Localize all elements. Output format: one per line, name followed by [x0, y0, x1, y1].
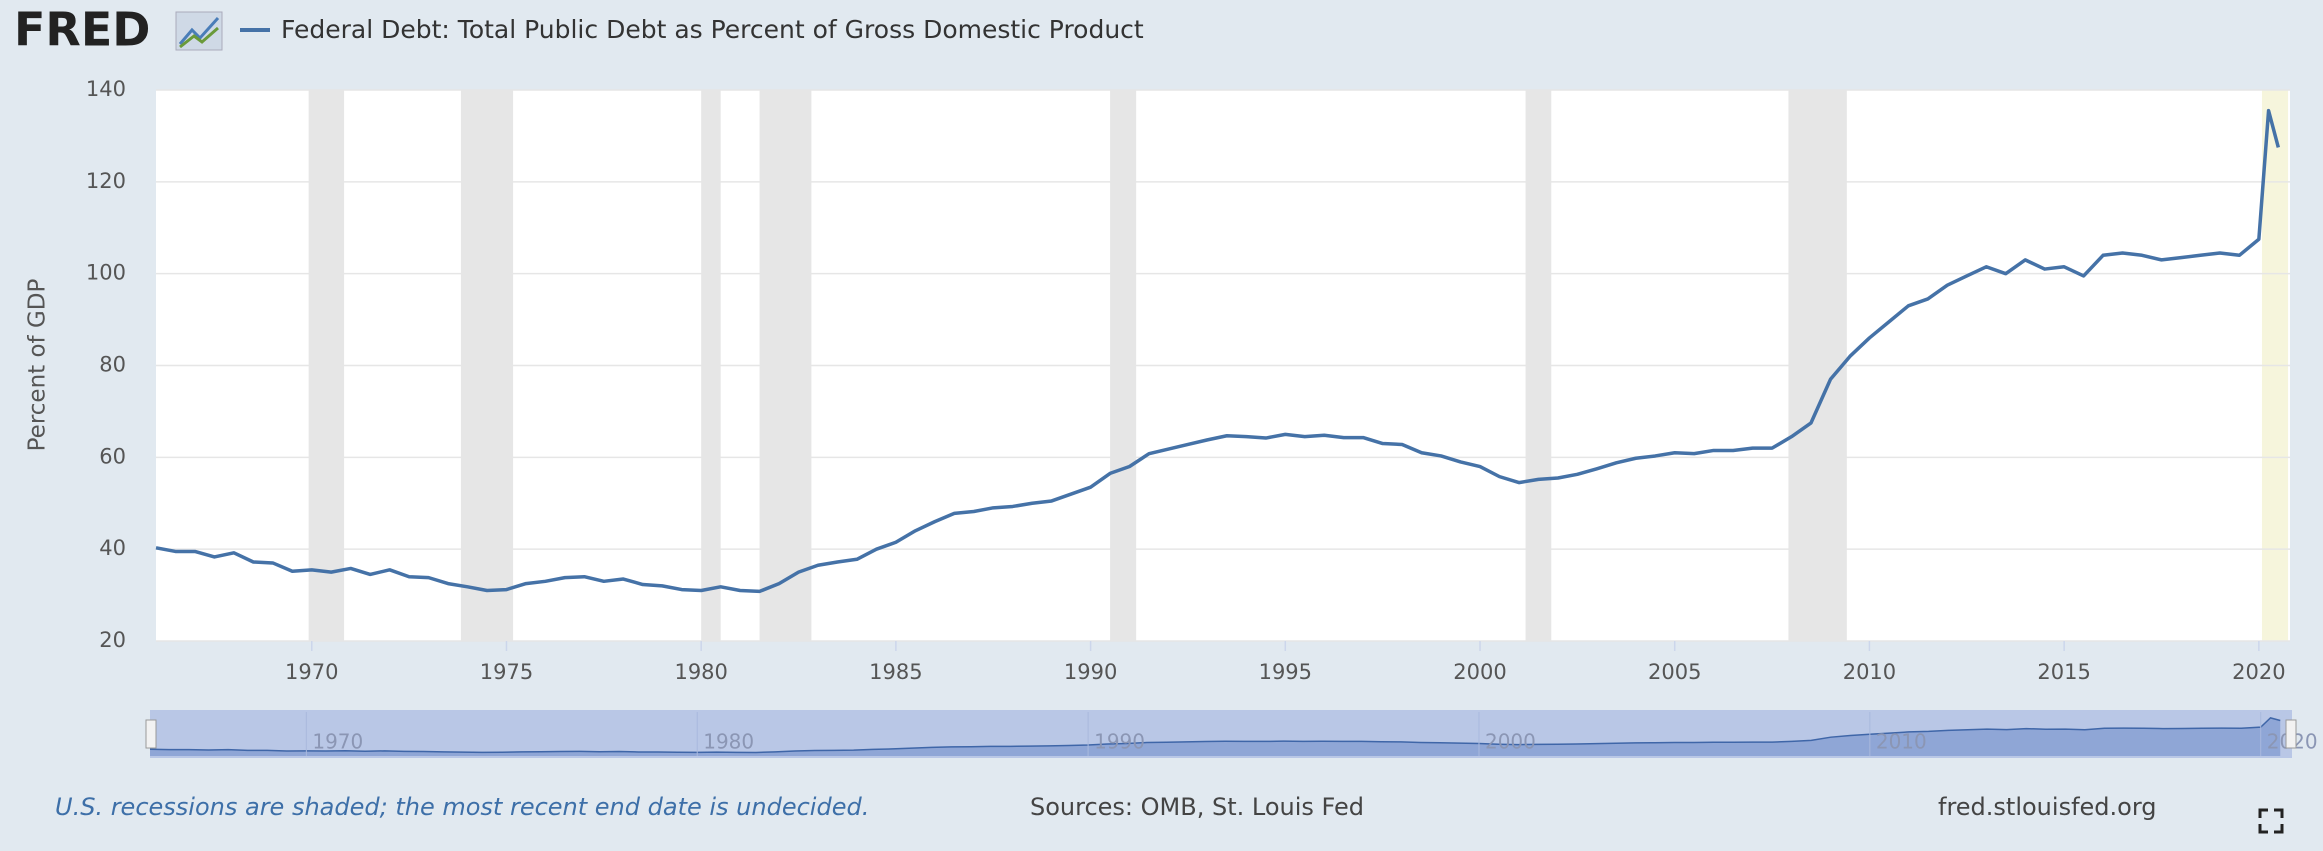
navigator-handle[interactable]	[2285, 719, 2297, 749]
logo: FRED	[14, 3, 150, 57]
x-tick-label: 1990	[1064, 660, 1117, 684]
navigator-tick-label: 1970	[312, 730, 363, 754]
y-tick-label: 80	[99, 353, 126, 377]
data-line	[155, 108, 2281, 594]
navigator-tick-label: 1990	[1094, 730, 1145, 754]
site-link[interactable]: fred.stlouisfed.org	[1938, 793, 2157, 821]
fullscreen-corner	[2274, 808, 2284, 818]
recession-note: U.S. recessions are shaded; the most rec…	[55, 793, 869, 821]
y-tick-label: 60	[99, 444, 126, 468]
navigator-area	[150, 717, 2281, 756]
x-tick-label: 2020	[2232, 660, 2285, 684]
logo-icon-line	[179, 26, 219, 49]
fullscreen-corner	[2274, 824, 2284, 834]
navigator-line	[149, 717, 2281, 754]
x-tick-label: 2015	[2037, 660, 2090, 684]
logo-icon-line	[178, 16, 220, 45]
y-tick-label: 140	[86, 77, 126, 101]
navigator-tick-label: 1980	[703, 730, 754, 754]
legend: Federal Debt: Total Public Debt as Perce…	[240, 15, 1144, 44]
fullscreen-corner	[2258, 808, 2268, 818]
x-tick-label: 1995	[1259, 660, 1312, 684]
x-tick-label: 1985	[869, 660, 922, 684]
x-tick-label: 2005	[1648, 660, 1701, 684]
y-tick-label: 120	[86, 169, 126, 193]
y-axis-label: Percent of GDP	[25, 279, 51, 452]
y-tick-label: 40	[99, 536, 126, 560]
x-tick-label: 1980	[674, 660, 727, 684]
y-tick-label: 100	[86, 261, 126, 285]
navigator-tick-label: 2000	[1485, 730, 1536, 754]
navigator-handle[interactable]	[145, 719, 157, 749]
x-tick-label: 1975	[480, 660, 533, 684]
y-tick-label: 20	[99, 628, 126, 652]
navigator-tick-label: 2010	[1876, 730, 1927, 754]
fullscreen-button[interactable]	[2258, 808, 2284, 834]
sources: Sources: OMB, St. Louis Fed	[1030, 793, 1364, 821]
fullscreen-corner	[2258, 824, 2268, 834]
logo-icon	[175, 11, 223, 51]
x-tick-label: 1970	[285, 660, 338, 684]
legend-label: Federal Debt: Total Public Debt as Perce…	[281, 15, 1144, 44]
x-tick-label: 2010	[1843, 660, 1896, 684]
x-tick-label: 2000	[1453, 660, 1506, 684]
